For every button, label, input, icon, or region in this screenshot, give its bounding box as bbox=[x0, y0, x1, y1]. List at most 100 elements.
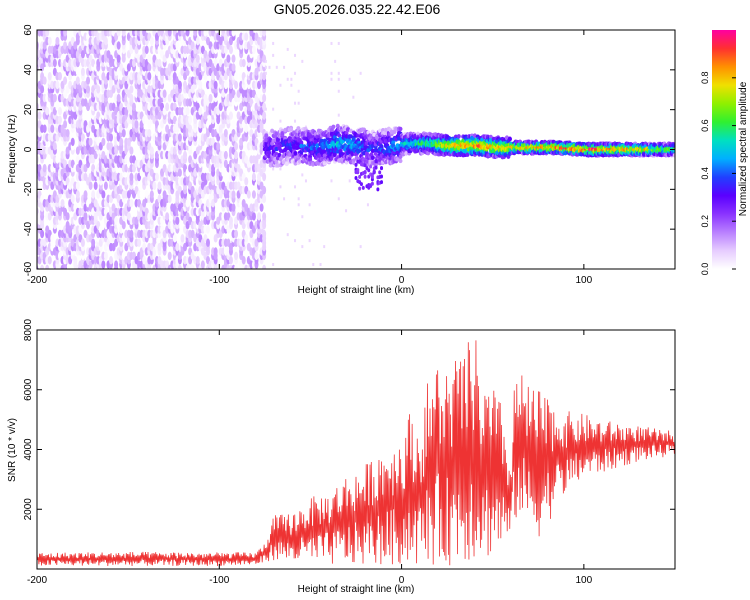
heatmap-cell bbox=[348, 77, 351, 81]
heatmap-cell bbox=[301, 173, 304, 177]
heatmap-cell bbox=[208, 93, 213, 103]
heatmap-cell bbox=[165, 212, 170, 221]
heatmap-cells bbox=[37, 30, 675, 269]
heatmap-cell bbox=[55, 36, 60, 46]
heatmap-cell bbox=[231, 30, 236, 37]
heatmap-cell bbox=[262, 93, 267, 103]
heatmap-cell bbox=[301, 215, 304, 219]
heatmap-cell bbox=[286, 77, 289, 81]
heatmap-cell bbox=[272, 167, 275, 171]
heatmap-cell bbox=[101, 137, 106, 147]
heatmap-cell bbox=[262, 172, 267, 182]
heatmap-cell bbox=[228, 216, 233, 226]
heatmap-cell bbox=[103, 181, 108, 190]
heatmap-cell bbox=[198, 107, 203, 116]
heatmap-cell bbox=[40, 85, 45, 94]
heatmap-cell bbox=[262, 229, 267, 239]
heatmap-cell bbox=[251, 212, 256, 221]
heatmap-cell bbox=[308, 239, 311, 243]
heatmap-cell bbox=[129, 172, 134, 182]
heatmap-cell bbox=[370, 155, 375, 160]
heatmap-cell bbox=[116, 41, 121, 50]
heatmap-cell bbox=[205, 238, 210, 247]
heatmap-cell bbox=[290, 77, 293, 81]
heatmap-cell bbox=[195, 256, 200, 265]
heatmap-cell bbox=[301, 59, 304, 63]
heatmap-cell bbox=[231, 63, 236, 72]
heatmap-cell bbox=[290, 83, 293, 87]
heatmap-cell bbox=[91, 190, 96, 199]
heatmap-cell bbox=[157, 181, 162, 190]
heatmap-cell bbox=[167, 194, 172, 204]
heatmap-cell bbox=[223, 150, 228, 160]
heatmap-cell bbox=[279, 167, 282, 171]
heatmap-cell bbox=[241, 58, 246, 68]
heatmap-cell bbox=[272, 53, 275, 57]
heatmap-cell bbox=[226, 54, 231, 63]
heatmap-cell bbox=[283, 65, 286, 69]
heatmap-cell bbox=[147, 71, 152, 81]
heatmap-cell bbox=[121, 220, 126, 230]
heatmap-cell bbox=[264, 107, 267, 111]
heatmap-cell bbox=[129, 146, 134, 155]
heatmap-cell bbox=[129, 85, 134, 94]
heatmap-cell bbox=[37, 111, 42, 120]
heatmap-cell bbox=[183, 150, 188, 160]
heatmap-cell bbox=[283, 197, 286, 201]
heatmap-cell bbox=[231, 190, 236, 199]
heatmap-cell bbox=[57, 71, 62, 81]
heatmap-cell bbox=[268, 65, 271, 69]
heatmap-cell bbox=[149, 36, 154, 46]
heatmap-cell bbox=[172, 234, 177, 243]
heatmap-cell bbox=[88, 137, 93, 147]
heatmap-cell bbox=[279, 83, 282, 87]
heatmap-cell bbox=[75, 190, 80, 199]
heatmap-cell bbox=[234, 229, 239, 239]
heatmap-cell bbox=[234, 71, 239, 81]
heatmap-cell bbox=[264, 65, 267, 69]
heatmap-cell bbox=[177, 80, 182, 90]
heatmap-cell bbox=[147, 54, 152, 63]
heatmap-cell bbox=[129, 93, 134, 103]
heatmap-cell bbox=[86, 85, 91, 94]
heatmap-cell bbox=[221, 168, 226, 177]
heatmap-cell bbox=[147, 128, 152, 138]
heatmap-cell bbox=[190, 264, 195, 269]
heatmap-cell bbox=[213, 247, 218, 256]
heatmap-cell bbox=[47, 256, 52, 265]
heatmap-cell bbox=[337, 77, 340, 81]
heatmap-cell bbox=[80, 238, 85, 247]
heatmap-cell bbox=[244, 32, 249, 42]
heatmap-cell bbox=[272, 41, 275, 45]
heatmap-cell bbox=[294, 71, 297, 75]
heatmap-cell bbox=[337, 89, 340, 93]
heatmap-cell bbox=[231, 54, 236, 63]
heatmap-cell bbox=[154, 172, 159, 182]
heatmap-cell bbox=[330, 41, 333, 45]
heatmap-cell bbox=[244, 177, 249, 186]
page-title: GN05.2026.035.22.42.E06 bbox=[273, 1, 441, 17]
heatmap-cell bbox=[114, 260, 119, 269]
heatmap-cell bbox=[259, 203, 264, 212]
heatmap-cell bbox=[139, 190, 144, 199]
heatmap-cell bbox=[398, 158, 403, 164]
heatmap-cell bbox=[297, 101, 300, 105]
heatmap-cell bbox=[88, 181, 93, 190]
heatmap-cell bbox=[177, 133, 182, 142]
heatmap-cell bbox=[177, 264, 182, 269]
heatmap-cell bbox=[264, 71, 267, 75]
heatmap-cell bbox=[200, 260, 205, 269]
heatmap-cell bbox=[57, 107, 62, 116]
heatmap-cell bbox=[175, 216, 180, 226]
heatmap-cell bbox=[42, 124, 47, 134]
heatmap-cell bbox=[75, 181, 80, 190]
heatmap-cell bbox=[195, 54, 200, 63]
heatmap-cell bbox=[312, 263, 315, 267]
heatmap-cell bbox=[103, 36, 108, 46]
heatmap-cell bbox=[45, 264, 50, 269]
heatmap-cell bbox=[101, 260, 106, 269]
heatmap-cell bbox=[185, 107, 190, 116]
heatmap-cell bbox=[337, 71, 340, 75]
heatmap-cell bbox=[195, 36, 200, 46]
